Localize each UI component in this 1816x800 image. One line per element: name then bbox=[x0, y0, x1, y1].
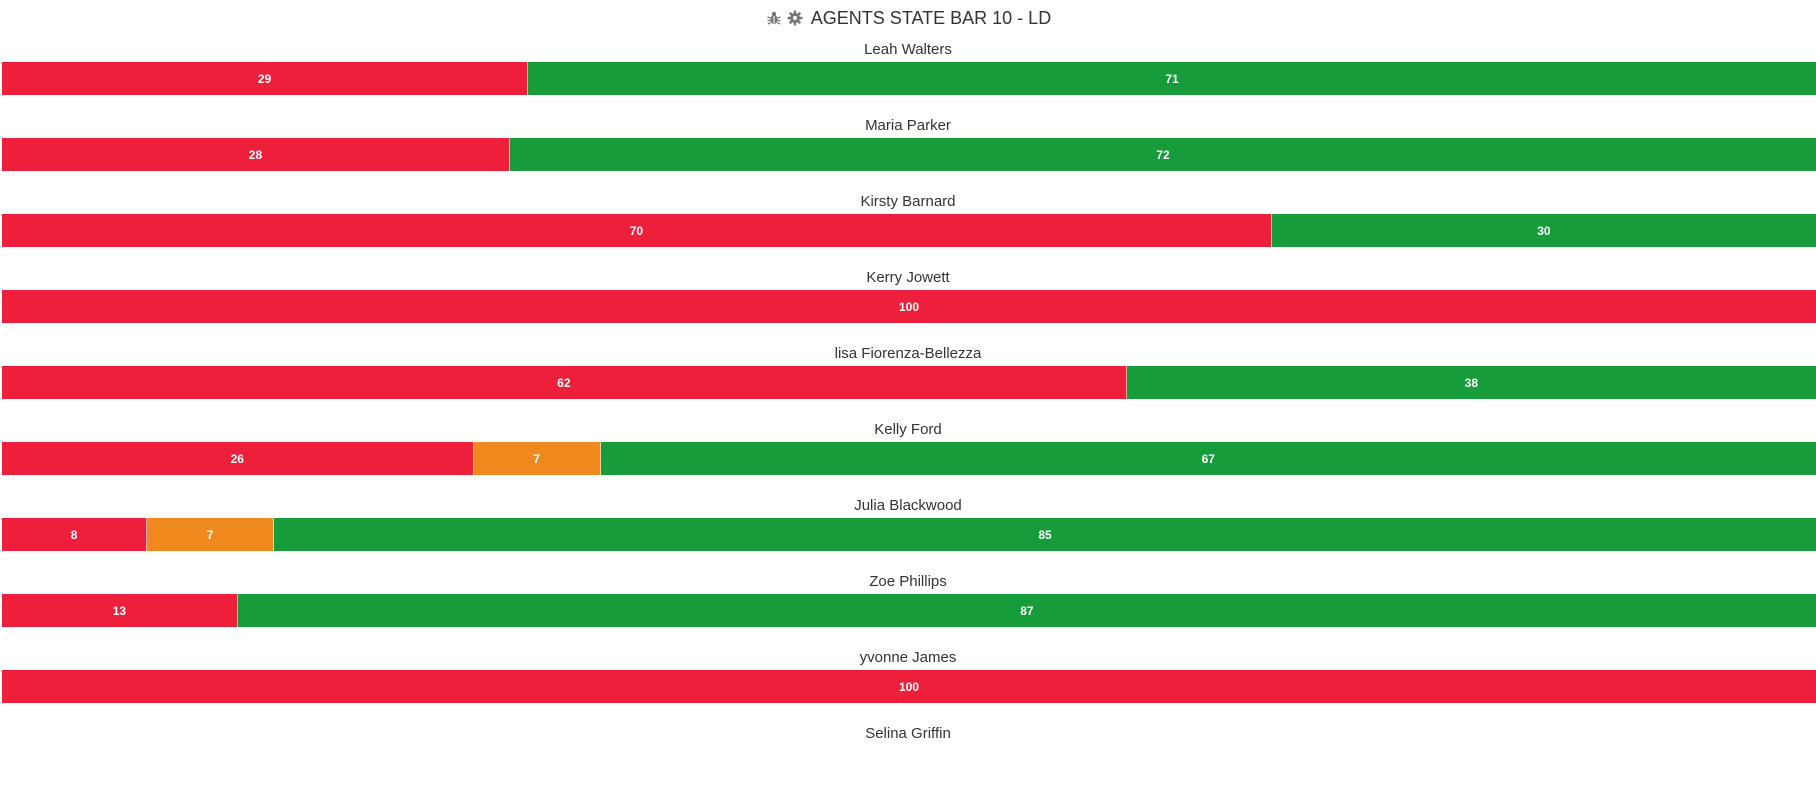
agent-row: Zoe Phillips 13 87 bbox=[0, 572, 1816, 648]
agent-row: Maria Parker 28 72 bbox=[0, 116, 1816, 192]
bar-segment[interactable]: 7 bbox=[147, 518, 275, 551]
agent-state-bar: 13 87 bbox=[2, 594, 1816, 627]
agent-row: yvonne James 100 bbox=[0, 648, 1816, 724]
agent-state-bar: 100 bbox=[2, 290, 1816, 323]
agent-state-bar: 29 71 bbox=[2, 62, 1816, 95]
agent-name: Julia Blackwood bbox=[854, 497, 962, 514]
bar-segment[interactable]: 26 bbox=[2, 442, 474, 475]
bug-icon[interactable] bbox=[765, 9, 783, 27]
bar-segment[interactable]: 13 bbox=[2, 594, 238, 627]
agent-name: Maria Parker bbox=[865, 117, 951, 134]
agent-state-bars: Leah Walters 29 71 Maria Parker 28 72 Kirsty B… bbox=[0, 40, 1816, 800]
gear-icon[interactable] bbox=[786, 9, 804, 27]
bar-segment[interactable]: 30 bbox=[1271, 214, 1816, 247]
chart-title: AGENTS STATE BAR 10 - LD bbox=[810, 7, 1052, 28]
agent-name: Kirsty Barnard bbox=[860, 193, 956, 210]
bar-segment[interactable]: 67 bbox=[600, 442, 1816, 475]
bar-segment[interactable]: 8 bbox=[2, 518, 148, 551]
bar-segment[interactable]: 28 bbox=[2, 138, 510, 171]
agent-row: Selina Griffin bbox=[0, 724, 1816, 800]
bar-segment[interactable]: 87 bbox=[237, 594, 1816, 627]
agent-state-bar: 8 7 85 bbox=[2, 518, 1816, 551]
bar-segment[interactable]: 70 bbox=[2, 214, 1272, 247]
agent-name: Zoe Phillips bbox=[869, 573, 947, 590]
agent-state-bar: 26 7 67 bbox=[2, 442, 1816, 475]
agent-name: Selina Griffin bbox=[865, 725, 951, 742]
agent-row: Kelly Ford 26 7 67 bbox=[0, 420, 1816, 496]
bar-segment[interactable]: 100 bbox=[2, 670, 1816, 703]
bar-segment[interactable]: 7 bbox=[473, 442, 601, 475]
agent-row: lisa Fiorenza-Bellezza 62 38 bbox=[0, 344, 1816, 420]
bar-segment[interactable]: 72 bbox=[509, 138, 1816, 171]
agent-name: yvonne James bbox=[859, 649, 957, 666]
bar-segment[interactable]: 29 bbox=[2, 62, 529, 95]
bar-segment[interactable]: 71 bbox=[528, 62, 1816, 95]
bar-segment[interactable]: 38 bbox=[1126, 366, 1816, 399]
agent-state-bar: 28 72 bbox=[2, 138, 1816, 171]
bar-segment[interactable]: 62 bbox=[2, 366, 1127, 399]
chart-header: AGENTS STATE BAR 10 - LD bbox=[0, 5, 1816, 31]
agent-name: Kelly Ford bbox=[874, 421, 942, 438]
agent-name: lisa Fiorenza-Bellezza bbox=[834, 345, 982, 362]
agent-row: Kirsty Barnard 70 30 bbox=[0, 192, 1816, 268]
agent-name: Leah Walters bbox=[864, 41, 952, 58]
bar-segment[interactable]: 85 bbox=[274, 518, 1816, 551]
agent-state-bar: 70 30 bbox=[2, 214, 1816, 247]
agent-row: Leah Walters 29 71 bbox=[0, 40, 1816, 116]
agent-state-bar: 62 38 bbox=[2, 366, 1816, 399]
agent-name: Kerry Jowett bbox=[866, 269, 950, 286]
agent-row: Kerry Jowett 100 bbox=[0, 268, 1816, 344]
bar-segment[interactable]: 100 bbox=[2, 290, 1816, 323]
agent-state-bar: 100 bbox=[2, 670, 1816, 703]
agent-row: Julia Blackwood 8 7 85 bbox=[0, 496, 1816, 572]
